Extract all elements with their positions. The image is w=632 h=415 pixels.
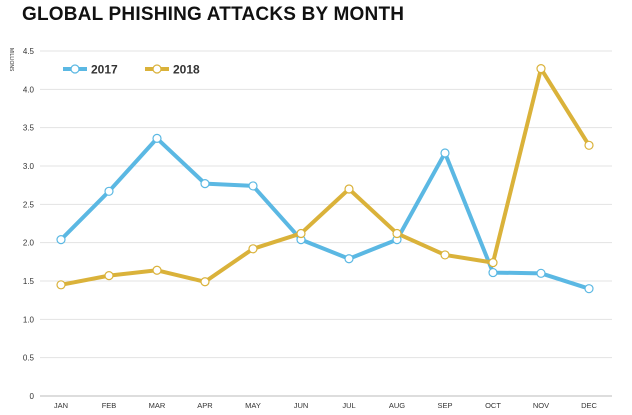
y-tick-label: 4.0 <box>23 85 35 94</box>
data-point-2017 <box>56 235 66 245</box>
data-point-2018 <box>200 277 210 287</box>
data-point-2017 <box>584 284 594 294</box>
data-point-2018 <box>296 228 306 239</box>
x-tick-label: FEB <box>102 401 117 410</box>
y-tick-label: 1.0 <box>23 315 35 324</box>
legend-marker-2017 <box>70 64 80 74</box>
data-point-2017 <box>200 179 210 189</box>
y-tick-label: 0 <box>30 392 35 401</box>
x-tick-label: JUL <box>342 401 355 410</box>
y-axis-label: MILLIONS <box>8 48 14 72</box>
data-point-2018 <box>248 244 258 254</box>
x-tick-label: APR <box>197 401 213 410</box>
data-point-2017 <box>488 267 498 278</box>
data-point-2018 <box>152 265 162 275</box>
series-line-2017 <box>59 136 590 291</box>
data-point-2018 <box>536 64 546 74</box>
data-point-2018 <box>392 228 402 239</box>
series-line-2018 <box>60 66 591 287</box>
y-tick-label: 3.5 <box>23 124 35 133</box>
data-point-2018 <box>104 271 114 281</box>
y-tick-label: 4.5 <box>23 47 35 56</box>
y-tick-label: 0.5 <box>23 354 35 363</box>
data-point-2017 <box>344 254 354 264</box>
data-point-2017 <box>536 268 546 278</box>
data-point-2017 <box>248 181 258 191</box>
data-point-2018 <box>56 280 66 290</box>
data-point-2017 <box>152 133 162 143</box>
x-tick-label: NOV <box>533 401 549 410</box>
legend-label-2018: 2018 <box>173 63 200 77</box>
data-point-2017 <box>440 148 450 158</box>
x-tick-label: DEC <box>581 401 597 410</box>
data-point-2018 <box>584 140 594 150</box>
x-tick-label: MAR <box>149 401 166 410</box>
x-tick-label: MAY <box>245 401 261 410</box>
x-tick-label: JAN <box>54 401 68 410</box>
data-point-2018 <box>488 258 498 268</box>
y-tick-label: 2.0 <box>23 239 35 248</box>
data-point-2017 <box>104 186 114 196</box>
x-tick-label: AUG <box>389 401 405 410</box>
data-point-2018 <box>440 250 450 260</box>
legend-marker-2018 <box>152 64 162 74</box>
chart-title: GLOBAL PHISHING ATTACKS BY MONTH <box>22 4 405 25</box>
y-tick-label: 1.5 <box>23 277 35 286</box>
x-tick-label: OCT <box>485 401 501 410</box>
x-tick-label: JUN <box>294 401 309 410</box>
y-tick-label: 3.0 <box>23 162 35 171</box>
y-tick-label: 2.5 <box>23 200 35 209</box>
legend-label-2017: 2017 <box>91 63 118 77</box>
x-tick-label: SEP <box>437 401 452 410</box>
data-point-2018 <box>344 184 354 194</box>
